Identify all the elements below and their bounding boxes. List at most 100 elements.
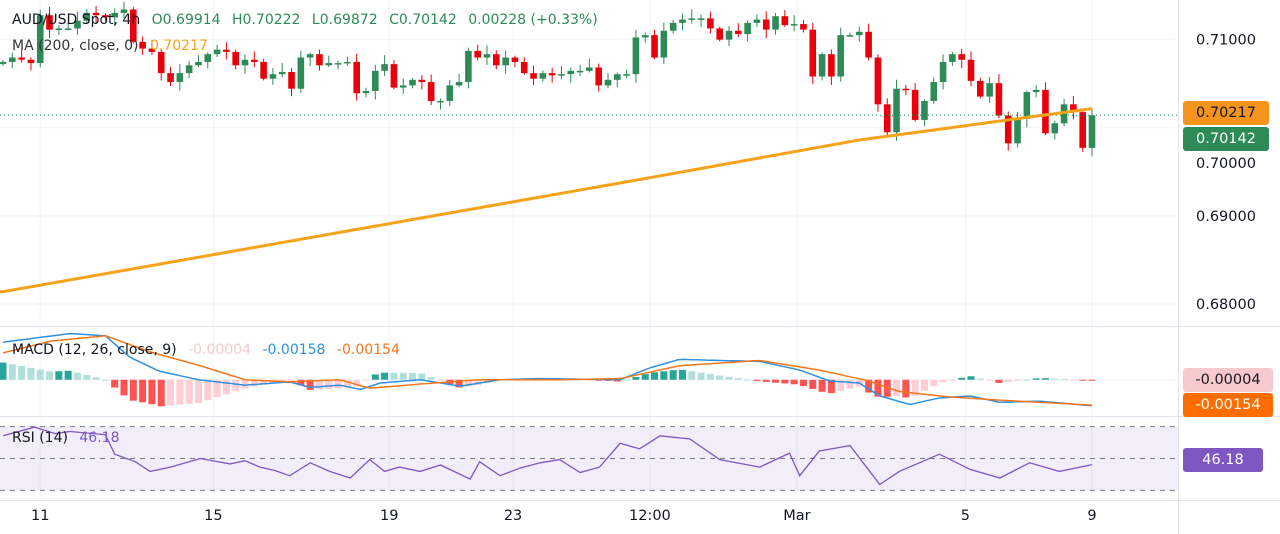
- candle-body: [865, 31, 872, 58]
- macd-histogram-bar: [1032, 378, 1040, 380]
- candle-body: [130, 9, 137, 42]
- candle-body: [381, 64, 388, 71]
- candle-body: [223, 49, 230, 52]
- candle-body: [204, 54, 212, 62]
- macd-histogram-bar: [920, 379, 928, 391]
- rsi-legend-label: RSI (14): [12, 430, 68, 446]
- macd-legend-signal: -0.00154: [336, 342, 400, 358]
- macd-histogram-bar: [911, 379, 919, 396]
- macd-histogram-bar: [865, 379, 873, 393]
- macd-histogram-bar: [148, 379, 156, 405]
- macd-line: [2, 333, 1093, 407]
- candle-body: [530, 73, 537, 79]
- macd-legend[interactable]: MACD (12, 26, close, 9) -0.00004 -0.0015…: [12, 342, 407, 358]
- macd-histogram-bar: [73, 372, 81, 380]
- candle-body: [1032, 89, 1040, 93]
- y-tick-label: 0.71000: [1196, 33, 1256, 49]
- candle-body: [232, 51, 239, 66]
- candle-body: [967, 59, 975, 81]
- signal-line: [2, 334, 1093, 406]
- macd-histogram-bar: [725, 376, 733, 380]
- macd-histogram-bar: [55, 371, 63, 380]
- candle-body: [949, 54, 956, 62]
- macd-histogram-bar: [874, 379, 882, 397]
- macd-histogram-bar: [232, 379, 240, 392]
- macd-histogram-bar: [809, 379, 817, 390]
- macd-histogram-bar: [297, 379, 305, 386]
- candle-body: [316, 54, 323, 66]
- ohlc-low: L0.69872: [311, 12, 378, 28]
- rsi-legend[interactable]: RSI (14) 46.18: [12, 430, 126, 446]
- candle-body: [809, 29, 817, 77]
- candle-body: [120, 9, 128, 13]
- macd-histogram-bar: [939, 379, 947, 383]
- candle-body: [1023, 92, 1031, 119]
- y-tick-label: 0.68000: [1196, 297, 1256, 313]
- macd-histogram-bar: [1069, 379, 1077, 381]
- macd-histogram-bar: [1041, 378, 1049, 380]
- candle-body: [762, 19, 770, 30]
- candle-body: [353, 61, 360, 94]
- macd-histogram-bar: [772, 379, 780, 383]
- macd-histogram-bar: [222, 379, 230, 395]
- macd-histogram-bar: [902, 379, 910, 398]
- candle-body: [548, 73, 556, 76]
- candle-body: [362, 90, 370, 94]
- candle-body: [874, 57, 882, 105]
- macd-histogram-bar: [455, 379, 463, 388]
- candle-body: [46, 15, 53, 30]
- candle-body: [623, 74, 630, 76]
- macd-histogram-bar: [744, 379, 752, 381]
- macd-histogram-bar: [427, 377, 435, 380]
- macd-histogram-bar: [8, 364, 16, 380]
- candle-body: [334, 63, 342, 65]
- candle-body: [1042, 89, 1049, 134]
- candle-body: [213, 49, 221, 55]
- candle-body: [669, 22, 677, 31]
- candle-body: [139, 41, 146, 49]
- macd-histogram-bar: [325, 379, 333, 389]
- candle-body: [455, 82, 463, 86]
- macd-histogram-bar: [585, 379, 593, 381]
- candle-body: [744, 22, 751, 35]
- ma-legend[interactable]: MA (200, close, 0) 0.70217: [12, 38, 215, 54]
- symbol-legend: AUD/USD Spot, 4h O0.69914 H0.70222 L0.69…: [12, 12, 605, 28]
- macd-histogram-bar: [948, 379, 956, 381]
- candle-body: [390, 64, 398, 88]
- symbol-title[interactable]: AUD/USD Spot, 4h: [12, 12, 141, 28]
- macd-histogram-bar: [716, 375, 724, 380]
- macd-histogram-bar: [204, 379, 212, 401]
- candle-body: [278, 71, 286, 75]
- candle-body: [995, 83, 1003, 116]
- macd-histogram-bar: [241, 379, 249, 389]
- macd-histogram-bar: [632, 376, 640, 380]
- macd-histogram-bar: [613, 379, 621, 382]
- macd-histogram-bar: [390, 372, 398, 380]
- candle-body: [707, 18, 714, 29]
- candle-body: [446, 85, 454, 101]
- candle-body: [176, 73, 184, 83]
- candle-body: [195, 61, 202, 66]
- candle-body: [576, 70, 584, 73]
- candle-body: [511, 57, 519, 62]
- candle-body: [846, 35, 854, 37]
- candle-body: [716, 28, 723, 40]
- macd-histogram-bar: [827, 379, 835, 394]
- x-tick-label: 9: [1087, 508, 1096, 524]
- x-tick-label: 12:00: [629, 508, 671, 524]
- candle-body: [18, 57, 25, 60]
- macd-histogram-bar: [753, 379, 761, 381]
- candle-body: [260, 61, 267, 79]
- macd-histogram-bar: [660, 371, 668, 380]
- rsi-legend-value: 46.18: [79, 430, 120, 446]
- candle-body: [427, 82, 435, 101]
- candle-body: [818, 54, 826, 77]
- candle-body: [753, 19, 761, 23]
- candle-body: [157, 51, 165, 74]
- macd-histogram-bar: [678, 369, 686, 380]
- macd-histogram-bar: [399, 372, 407, 380]
- candle-body: [660, 30, 668, 58]
- candle-body: [167, 73, 174, 83]
- macd-histogram-bar: [0, 362, 7, 380]
